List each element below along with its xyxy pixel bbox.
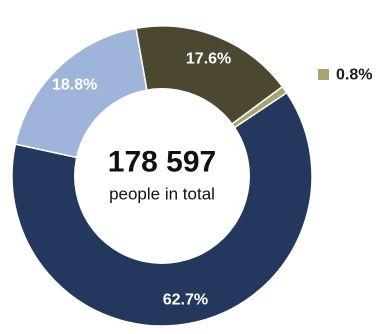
donut-hole	[74, 88, 250, 264]
slice-label-0: 17.6%	[186, 50, 231, 67]
slice-marker-1	[318, 69, 329, 80]
slice-labels: 17.6% 0.8% 62.7% 18.8%	[52, 50, 372, 308]
center-subtitle: people in total	[109, 185, 215, 204]
slice-label-3: 18.8%	[52, 77, 97, 94]
slice-label-1: 0.8%	[336, 67, 372, 84]
slice-label-2: 62.7%	[163, 291, 208, 308]
center-total: 178 597	[108, 146, 216, 179]
